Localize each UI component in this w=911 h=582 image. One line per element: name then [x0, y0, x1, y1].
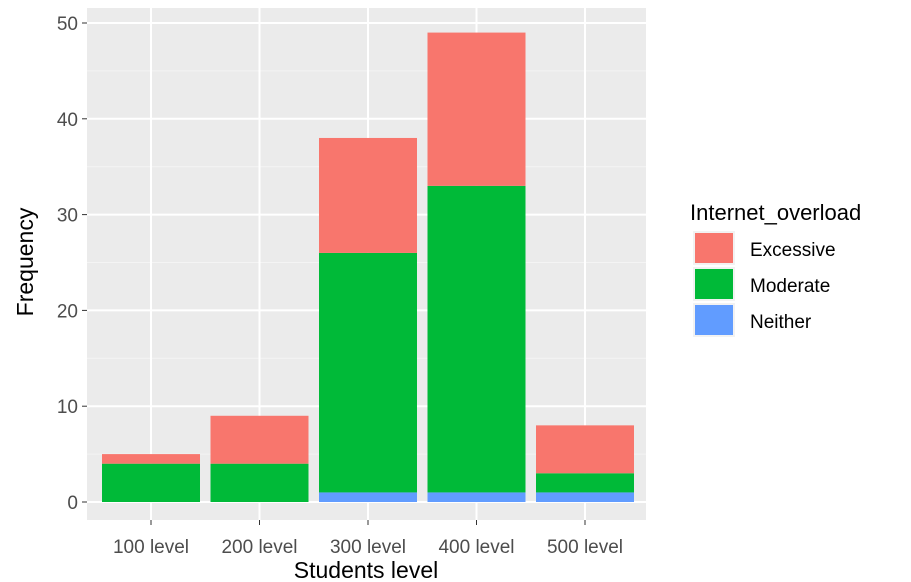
bar-neither-500-level: [536, 492, 634, 502]
bar-moderate-400-level: [427, 185, 526, 493]
y-axis-ticks: 0 10 20 30 40 50: [57, 14, 87, 514]
x-tick-label: 100 level: [113, 537, 189, 558]
y-tick-label: 50: [57, 14, 78, 35]
legend-swatch-excessive: [695, 233, 733, 263]
bar-moderate-100-level: [102, 463, 200, 502]
x-axis-title: Students level: [294, 557, 438, 582]
x-tick-label: 400 level: [438, 537, 514, 558]
bars: [102, 32, 634, 502]
legend-label-excessive: Excessive: [750, 240, 836, 261]
y-axis-title: Frequency: [12, 207, 38, 316]
y-tick-label: 30: [57, 206, 78, 227]
x-tick-label: 500 level: [547, 537, 623, 558]
bar-excessive-400-level: [427, 32, 526, 186]
bar-moderate-200-level: [210, 463, 309, 502]
legend: Internet_overload Excessive Moderate Neith…: [690, 200, 861, 337]
y-tick-label: 20: [57, 301, 78, 322]
legend-swatch-neither: [695, 305, 733, 335]
x-tick-label: 200 level: [221, 537, 297, 558]
bar-neither-400-level: [427, 492, 526, 502]
bar-moderate-500-level: [536, 473, 634, 493]
y-tick-label: 0: [67, 493, 78, 514]
legend-title: Internet_overload: [690, 200, 861, 225]
y-tick-label: 40: [57, 110, 78, 131]
bar-excessive-100-level: [102, 454, 200, 464]
bar-excessive-300-level: [319, 137, 417, 253]
bar-excessive-200-level: [210, 415, 309, 464]
x-tick-label: 300 level: [330, 537, 406, 558]
legend-label-neither: Neither: [750, 312, 812, 333]
bar-excessive-500-level: [536, 425, 634, 474]
y-tick-label: 10: [57, 397, 78, 418]
legend-swatch-moderate: [695, 269, 733, 299]
bar-moderate-300-level: [319, 252, 417, 493]
bar-neither-300-level: [319, 492, 417, 502]
x-axis-ticks: 100 level 200 level 300 level 400 level 500 …: [113, 520, 623, 558]
legend-label-moderate: Moderate: [750, 276, 830, 297]
